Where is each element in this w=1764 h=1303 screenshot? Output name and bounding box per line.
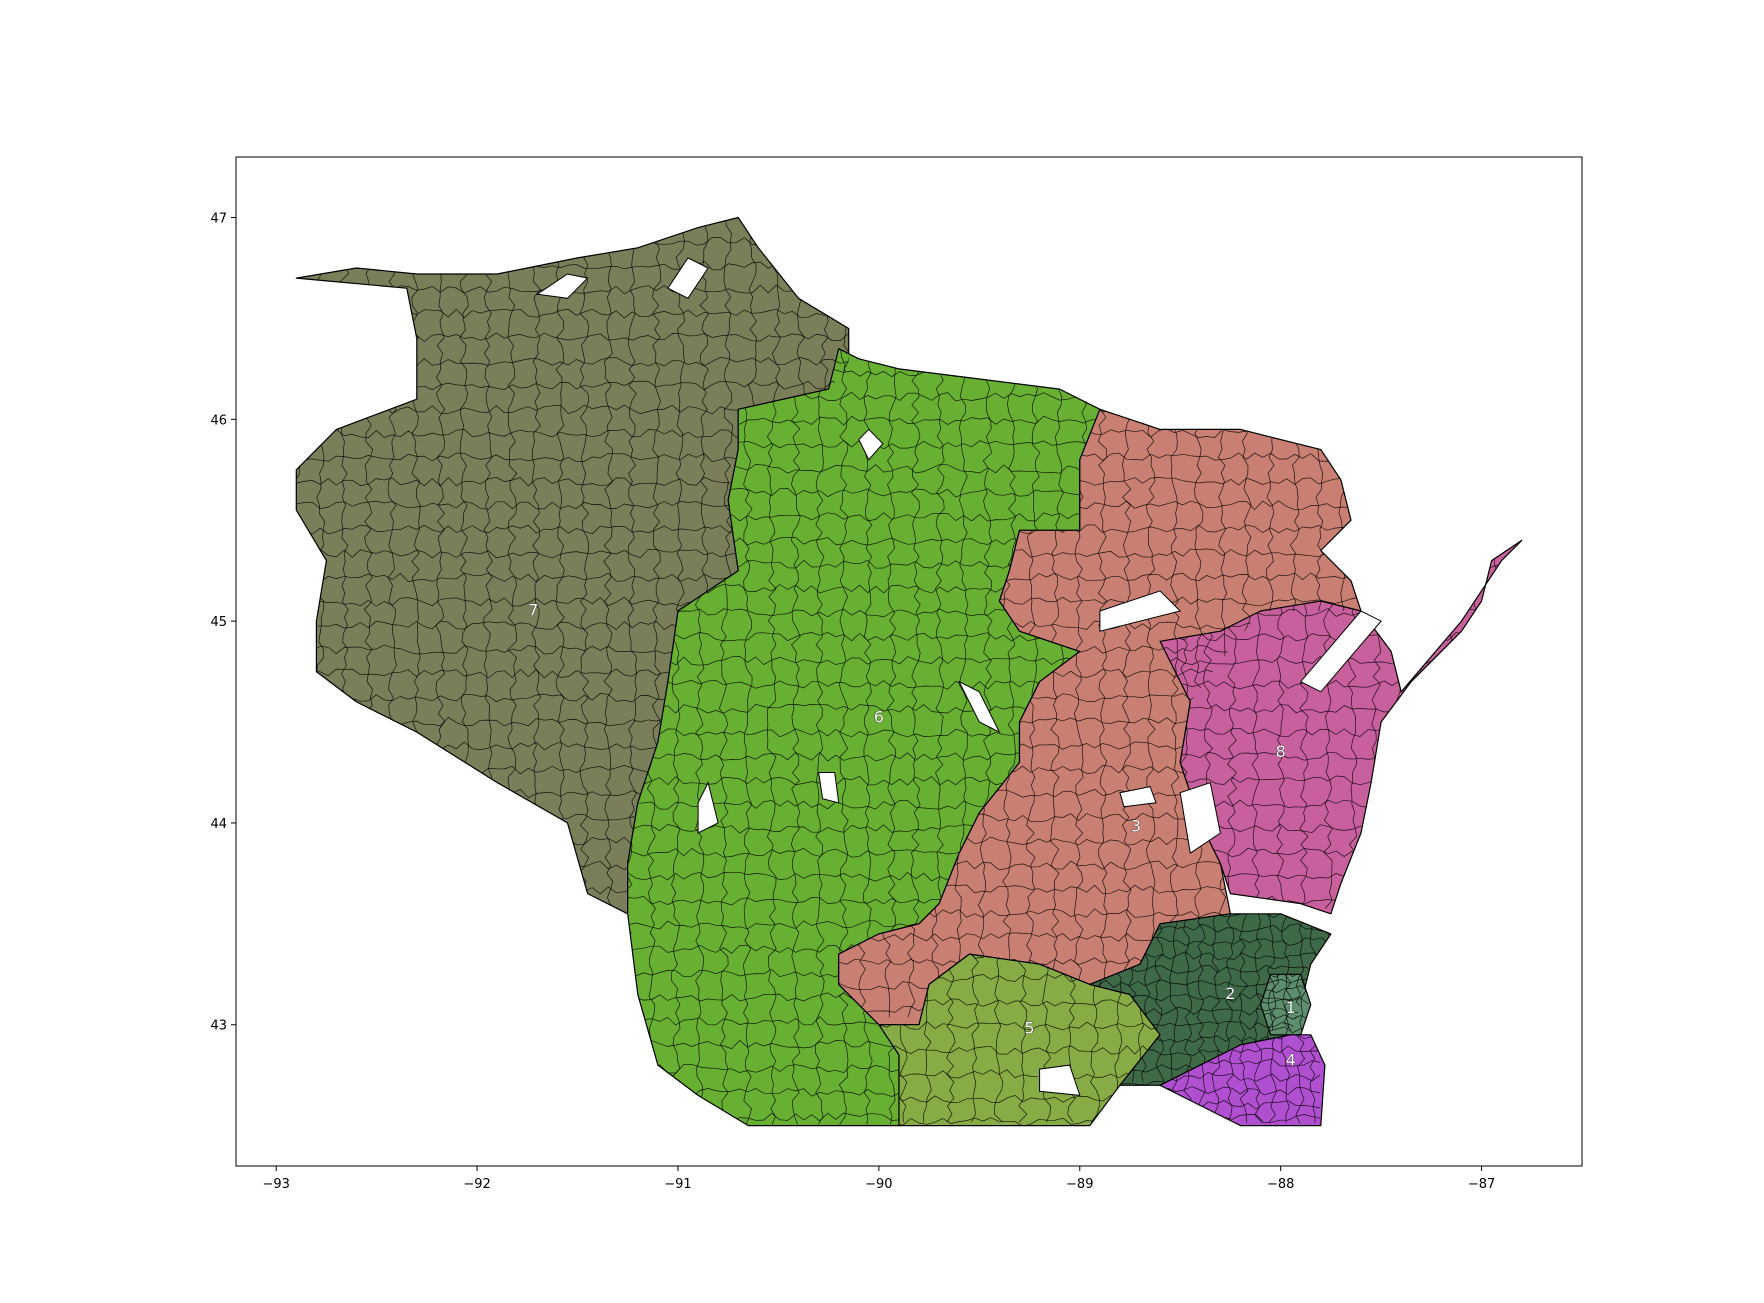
y-tick-label: 44 bbox=[210, 817, 227, 832]
lake-shape bbox=[1099, 590, 1182, 632]
district-6-label: 6 bbox=[874, 708, 884, 727]
x-tick-label: −93 bbox=[262, 1177, 289, 1192]
lakes-layer bbox=[535, 257, 1382, 1096]
district-3-label: 3 bbox=[1131, 817, 1141, 836]
lake-shape bbox=[1039, 1064, 1081, 1096]
x-tick-label: −91 bbox=[664, 1177, 691, 1192]
x-axis: −93 −92 −91 −90 −89 −88 −87 bbox=[262, 1166, 1495, 1192]
district-2-label: 2 bbox=[1225, 984, 1235, 1003]
district-8-label: 8 bbox=[1276, 742, 1286, 761]
lake-shape bbox=[535, 273, 589, 299]
district-labels: 7 6 3 8 5 2 1 4 bbox=[528, 600, 1296, 1070]
x-tick-label: −87 bbox=[1468, 1177, 1495, 1192]
lake-shape bbox=[1179, 781, 1221, 855]
lake-shape bbox=[818, 772, 840, 804]
axes-frame bbox=[235, 156, 1583, 1167]
district-1-label: 1 bbox=[1286, 998, 1296, 1017]
lake-shape bbox=[1299, 610, 1382, 693]
lake-shape bbox=[958, 680, 1001, 734]
y-tick-label: 47 bbox=[210, 212, 227, 227]
lake-shape bbox=[667, 257, 709, 299]
districts-layer bbox=[295, 216, 1523, 1127]
district-7-label: 7 bbox=[528, 601, 538, 620]
x-tick-label: −89 bbox=[1066, 1177, 1093, 1192]
lake-shape bbox=[858, 428, 884, 461]
x-tick-label: −88 bbox=[1267, 1177, 1294, 1192]
lake-shape bbox=[697, 781, 719, 834]
y-tick-label: 43 bbox=[210, 1019, 227, 1034]
y-axis: 43 44 45 46 47 bbox=[210, 212, 236, 1034]
district-4-label: 4 bbox=[1286, 1051, 1296, 1070]
lake-shape bbox=[1119, 786, 1157, 808]
map-plot-area: 7 6 3 8 5 2 1 4 bbox=[295, 216, 1523, 1127]
x-tick-label: −90 bbox=[865, 1177, 892, 1192]
district-5-label: 5 bbox=[1024, 1018, 1034, 1037]
y-tick-label: 46 bbox=[210, 413, 227, 428]
y-tick-label: 45 bbox=[210, 615, 227, 630]
x-tick-label: −92 bbox=[463, 1177, 490, 1192]
